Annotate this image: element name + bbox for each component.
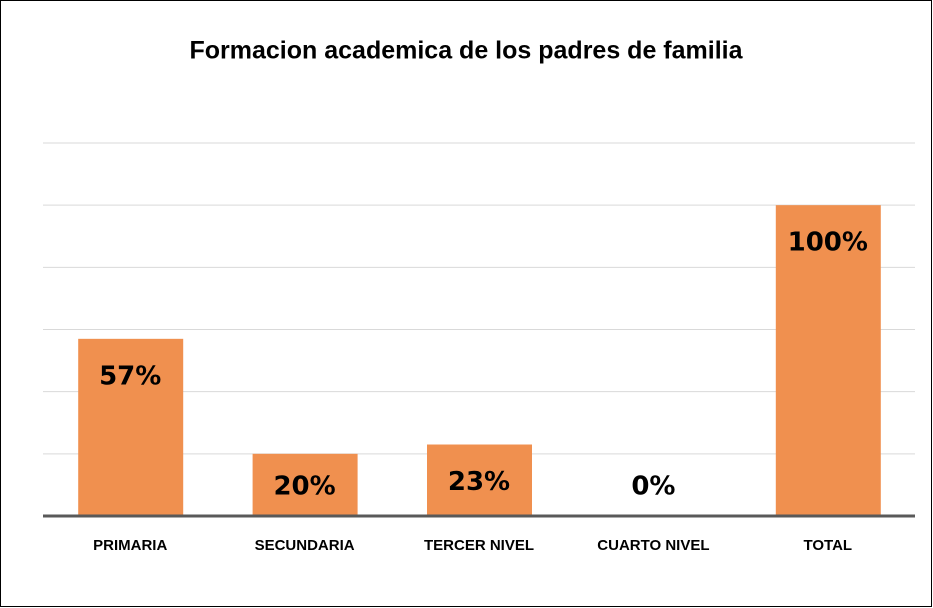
data-label: 23% bbox=[448, 467, 510, 497]
bar bbox=[252, 453, 358, 516]
chart-title: Formacion academica de los padres de fam… bbox=[190, 37, 744, 65]
x-tick-label: TOTAL bbox=[803, 537, 852, 554]
x-tick-label: PRIMARIA bbox=[93, 537, 167, 554]
x-tick-label: CUARTO NIVEL bbox=[597, 537, 709, 554]
x-tick-label: TERCER NIVEL bbox=[424, 537, 534, 554]
data-label: 20% bbox=[273, 472, 335, 502]
bar bbox=[775, 205, 881, 516]
data-label: 57% bbox=[99, 361, 161, 391]
data-label: 0% bbox=[631, 472, 675, 502]
bar bbox=[78, 338, 184, 516]
x-tick-label: SECUNDARIA bbox=[255, 537, 355, 554]
bar bbox=[427, 444, 532, 516]
data-label: 100% bbox=[788, 228, 868, 258]
